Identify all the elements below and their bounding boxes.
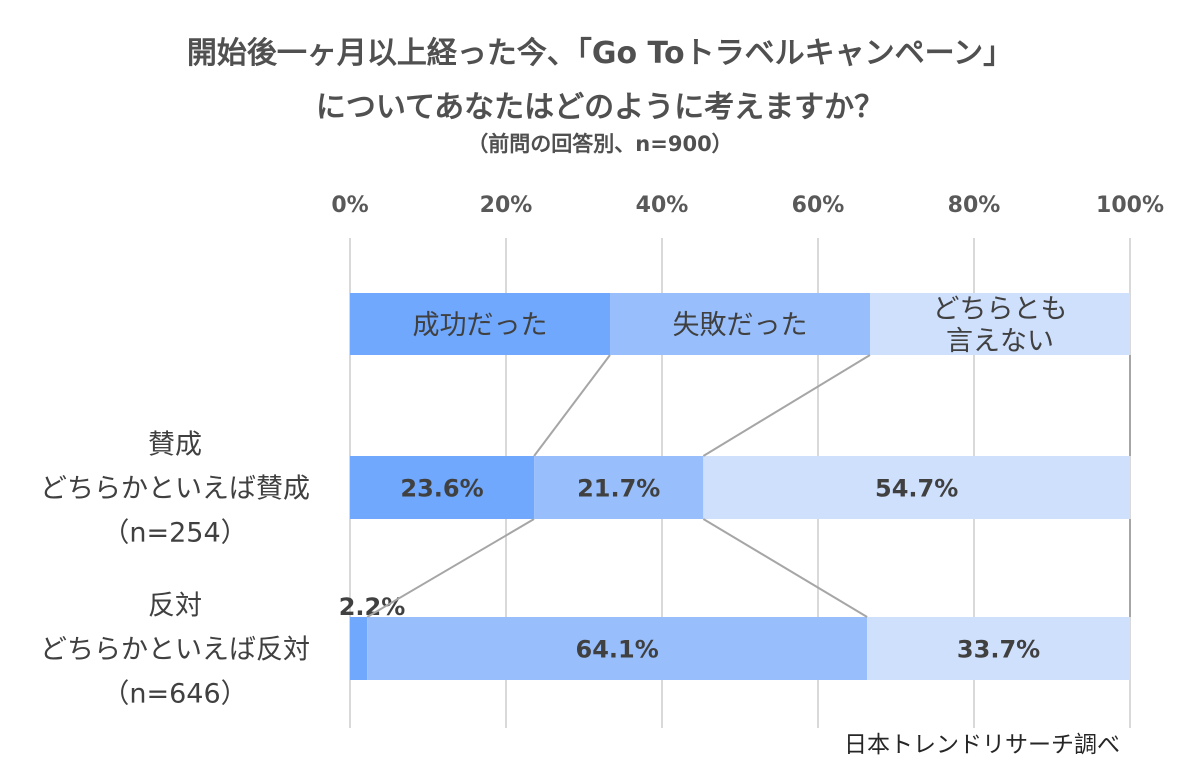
data-label: 21.7%: [577, 475, 660, 503]
bar-segment: [350, 617, 368, 680]
legend-label: 失敗だった: [673, 310, 808, 341]
chart-title-line-2: についてあなたはどのように考えますか？: [315, 90, 885, 125]
bar-segment: [367, 617, 868, 680]
series-connector: [366, 518, 535, 618]
legend-label: 言えない: [946, 326, 1054, 357]
x-tick-label: 80%: [948, 193, 1001, 218]
series-connector: [702, 518, 868, 618]
data-label: 33.7%: [957, 636, 1040, 664]
legend-label: 成功だった: [413, 310, 548, 341]
bar-segment: [703, 456, 1130, 519]
bar-segment: [867, 617, 1130, 680]
series-connector: [702, 354, 871, 457]
legend-label: どちらとも: [933, 294, 1068, 325]
x-tick-label: 60%: [792, 193, 845, 218]
data-label: 64.1%: [576, 636, 659, 664]
x-tick-label: 20%: [480, 193, 533, 218]
bar-segment: [350, 456, 535, 519]
x-tick-label: 40%: [636, 193, 689, 218]
x-tick-label: 0%: [331, 193, 368, 218]
data-label: 23.6%: [400, 475, 483, 503]
category-label: 賛成: [148, 430, 202, 461]
chart-subtitle: （前問の回答別、n=900）: [467, 132, 733, 156]
category-label: どちらかといえば反対: [40, 635, 310, 666]
category-label: （n=646）: [102, 679, 247, 710]
legend-swatch: [350, 293, 610, 355]
category-label: （n=254）: [102, 518, 247, 549]
category-label: 反対: [148, 591, 202, 622]
legend-swatch: [870, 293, 1130, 355]
data-label: 2.2%: [339, 593, 406, 621]
chart-title-line-1: 開始後一ヶ月以上経った今、「Go Toトラベルキャンペーン」: [186, 36, 1014, 71]
data-label: 54.7%: [875, 475, 958, 503]
series-connector: [533, 354, 611, 457]
x-tick-label: 100%: [1096, 193, 1164, 218]
source-note: 日本トレンドリサーチ調べ: [844, 732, 1120, 758]
legend-swatch: [610, 293, 870, 355]
category-label: どちらかといえば賛成: [40, 474, 310, 505]
bar-segment: [534, 456, 704, 519]
